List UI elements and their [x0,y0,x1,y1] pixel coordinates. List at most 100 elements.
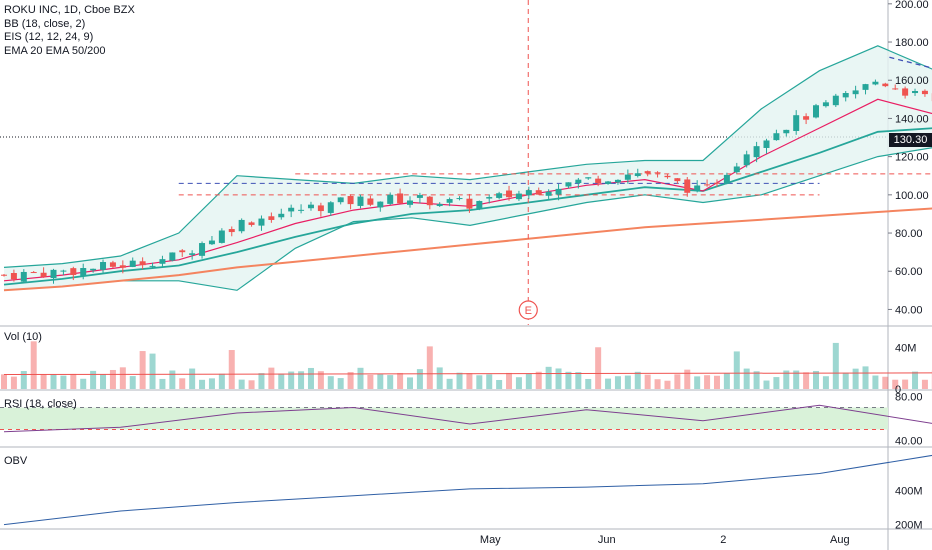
bollinger-lower-line [3,147,932,291]
candle-body [585,177,592,179]
volume-bar [199,379,206,389]
candle-body [446,199,453,203]
candle-body [704,184,711,186]
candle-body [694,185,701,192]
volume-bar [803,372,810,389]
volume-bar [80,378,87,389]
volume-bar [466,373,473,389]
legend-title: ROKU INC, 1D, Cboe BZX [4,4,135,16]
candle-body [288,207,295,212]
time-tick-label: May [480,534,501,546]
candle-body [912,90,919,94]
volume-bar [694,376,701,389]
candle-body [654,172,661,174]
price-tick-label: 160.00 [895,75,929,87]
candle-body [258,218,265,226]
candle-body [307,204,314,209]
volume-bar [476,375,483,389]
candle-body [515,193,522,200]
candle-body [298,209,305,211]
price-tick-label: 80.00 [895,228,923,240]
volume-bar [109,369,116,389]
volume-bar [654,379,661,389]
candle-body [476,200,483,210]
last-price-tag: 130.30 [889,133,932,147]
volume-bar [783,370,790,389]
time-tick-label: 2 [720,534,726,546]
candle-body [506,190,513,198]
volume-bar [407,377,414,389]
volume-bar [664,380,671,389]
price-tick-label: 180.00 [895,37,929,49]
candle-body [1,274,7,276]
candle-body [624,174,631,180]
volume-bar [624,375,631,389]
volume-bar [20,371,27,389]
candle-body [248,222,255,225]
volume-bar [100,374,107,389]
candle-body [10,273,17,280]
volume-bar [605,378,612,389]
volume-bar [912,371,919,389]
volume-bar [288,371,295,389]
vol-pane-label: Vol (10) [4,331,42,343]
volume-bar [426,346,433,389]
volume-bar [1,374,7,389]
candle-body [763,140,770,148]
candle-body [892,88,899,90]
volume-bar [793,370,800,389]
volume-bar [813,370,820,389]
earnings-marker-label: E [525,305,532,317]
volume-bar [842,372,849,389]
candle-body [535,190,542,195]
candle-body [783,129,790,134]
rsi-band [0,407,888,430]
candle-body [337,197,344,203]
candle-body [80,268,87,276]
volume-bar [753,371,760,389]
candle-body [397,193,404,204]
volume-bar [397,372,404,389]
candle-body [100,262,107,270]
volume-ma-line [3,372,932,376]
volume-bar [317,371,324,389]
volume-bar [723,373,730,389]
obv-line [3,454,932,526]
volume-bar [704,375,711,389]
bollinger-upper-line [3,45,932,268]
volume-bar [832,342,839,389]
candle-body [496,193,503,198]
volume-bar [50,374,57,389]
volume-bar [258,373,265,389]
rsi-tick-label: 80.00 [895,392,923,404]
volume-bar [10,376,17,389]
candle-body [199,243,206,256]
candle-body [852,90,859,95]
candle-body [179,250,186,253]
rsi-tick-label: 40.00 [895,436,923,448]
earnings-marker [518,300,538,320]
volume-bar [535,371,542,389]
volume-bar [119,367,126,389]
candle-body [50,269,57,279]
candle-body [70,268,77,275]
candle-body [327,202,334,213]
candle-body [40,272,47,277]
volume-bar [169,370,176,389]
volume-bar [159,378,166,389]
candle-body [466,198,473,209]
candle-body [169,252,176,261]
volume-bar [456,372,463,389]
volume-bar [921,379,928,389]
volume-bar [367,374,374,389]
volume-tick-label: 0 [895,384,901,396]
volume-bar [614,376,621,389]
candle-body [387,194,394,204]
candle-body [367,198,374,205]
volume-bar [70,373,77,389]
candle-body [713,182,720,184]
volume-bar [40,374,47,389]
candle-body [278,213,285,218]
candle-body [377,201,384,208]
